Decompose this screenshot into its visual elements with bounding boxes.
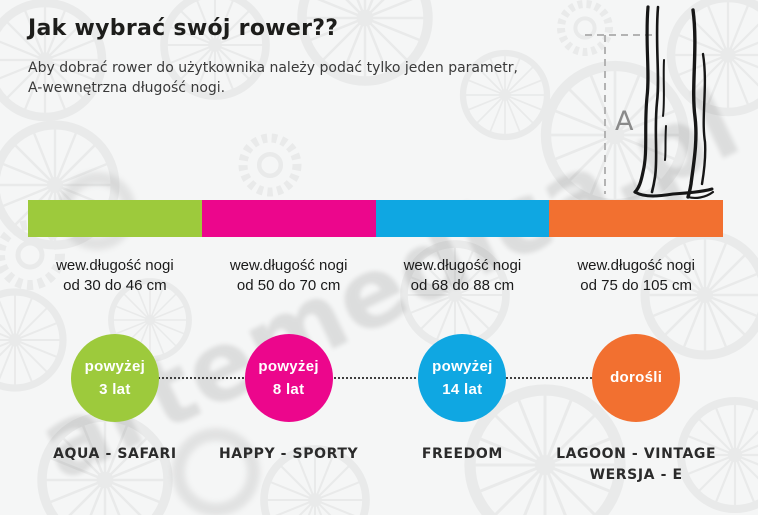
size-range-color-bar	[28, 200, 723, 237]
model-name: HAPPY - SPORTY	[218, 446, 359, 462]
age-circles-row: powyżej 3 lat powyżej 8 lat powyżej 14 l…	[28, 334, 723, 422]
age-circle-green: powyżej 3 lat	[70, 334, 159, 422]
leg-length-label: wew.długość nogi od 30 do 46 cm	[56, 257, 174, 295]
page-title: Jak wybrać swój rower??	[28, 16, 339, 41]
subtitle-line-1: Aby dobrać rower do użytkownika należy p…	[28, 60, 518, 76]
model-names-row: AQUA - SAFARI HAPPY - SPORTY FREEDOM LAG…	[28, 444, 723, 486]
leg-length-labels-row: wew.długość nogi od 30 do 46 cm wew.dług…	[28, 256, 723, 297]
model-name: AQUA - SAFARI	[53, 446, 177, 462]
age-circle-blue: powyżej 14 lat	[418, 334, 507, 422]
bar-segment-orange	[549, 200, 723, 237]
subtitle: Aby dobrać rower do użytkownika należy p…	[28, 58, 518, 99]
connector-dotted-line	[114, 377, 636, 379]
leg-measurement-illustration: A	[555, 2, 750, 200]
model-name: FREEDOM	[421, 446, 503, 462]
age-circle-orange: dorośli	[592, 334, 681, 422]
subtitle-line-2: A-wewnętrzna długość nogi.	[28, 80, 226, 97]
leg-length-label: wew.długość nogi od 75 do 105 cm	[577, 257, 695, 295]
bar-segment-magenta	[201, 200, 376, 237]
age-circle-magenta: powyżej 8 lat	[244, 334, 333, 422]
legs-drawing	[633, 5, 715, 200]
bar-segment-green	[28, 200, 202, 237]
leg-length-label: wew.długość nogi od 68 do 88 cm	[403, 257, 522, 295]
model-name: LAGOON - VINTAGE WERSJA - E	[556, 446, 717, 483]
leg-length-label: wew.długość nogi od 50 do 70 cm	[229, 257, 348, 295]
bar-segment-blue	[375, 200, 550, 237]
measurement-a-label: A	[615, 106, 634, 137]
